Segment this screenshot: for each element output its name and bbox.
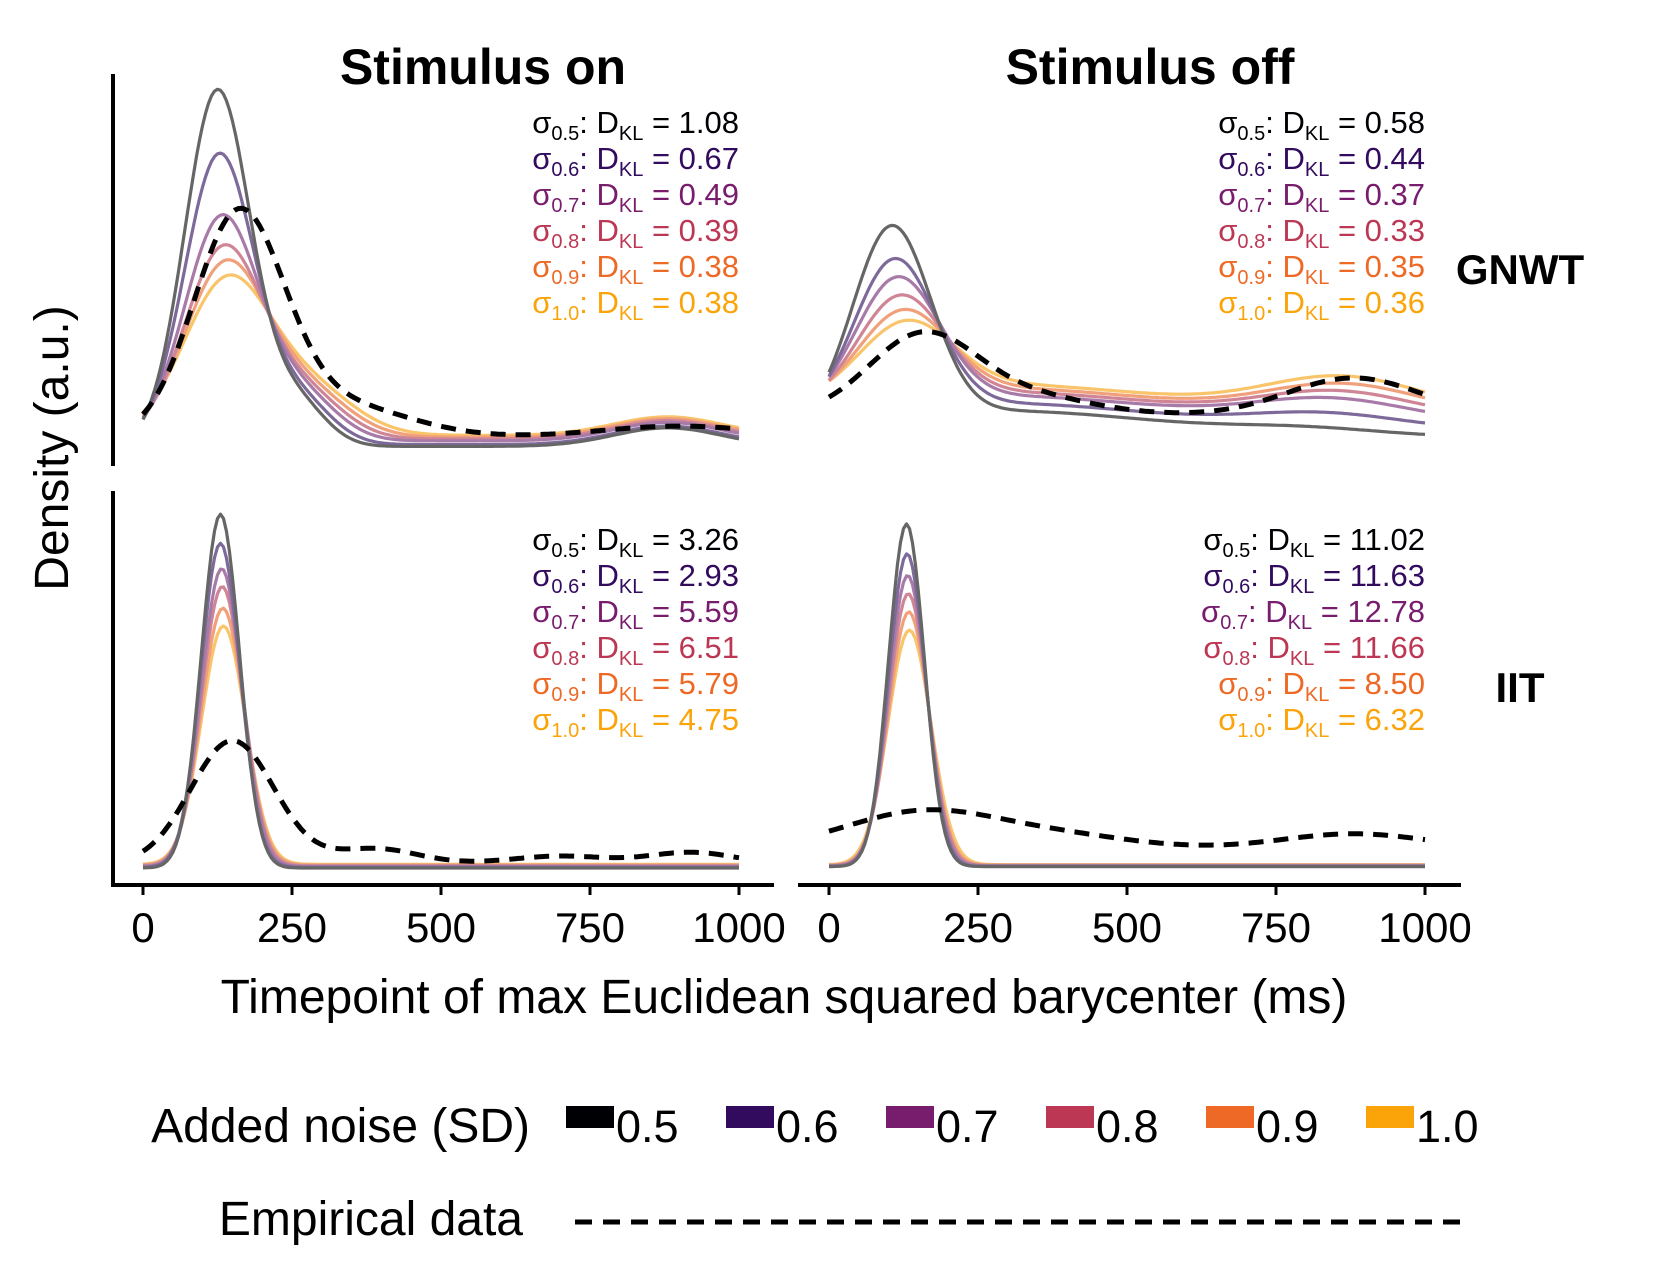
x-tick-label: 750 [1241, 904, 1311, 951]
series-sd-1.0 [141, 273, 740, 437]
series-sd-0.5 [827, 223, 1426, 436]
x-tick-label: 250 [943, 904, 1013, 951]
x-tick-label: 750 [555, 904, 625, 951]
x-tick-label: 250 [257, 904, 327, 951]
legend-label-0.5: 0.5 [616, 1101, 679, 1152]
legend-label-1.0: 1.0 [1416, 1101, 1479, 1152]
dkl-annotation: σ0.6: DKL = 2.93 [532, 558, 739, 598]
x-tick-label: 1000 [692, 904, 785, 951]
dkl-annotation: σ0.8: DKL = 0.33 [1218, 213, 1425, 253]
legend-empirical-label: Empirical data [219, 1193, 523, 1246]
panel-gnwt-stimulus-off [827, 223, 1426, 436]
series-sd-0.5 [142, 512, 739, 870]
legend-swatch-0.6 [726, 1106, 774, 1128]
series-sd-0.6 [141, 151, 740, 447]
dkl-annotation: σ0.7: DKL = 12.78 [1201, 594, 1425, 634]
dkl-annotation: σ0.6: DKL = 11.63 [1203, 558, 1425, 598]
series-sd-0.5 [829, 522, 1425, 869]
dkl-annotation: σ1.0: DKL = 6.32 [1218, 702, 1425, 742]
x-tick-label: 500 [1092, 904, 1162, 951]
dkl-annotation: σ0.9: DKL = 0.38 [532, 249, 739, 289]
dkl-annotation: σ0.5: DKL = 3.26 [532, 522, 739, 562]
dkl-annotation: σ0.7: DKL = 0.37 [1218, 177, 1425, 217]
legend-swatch-0.8 [1046, 1106, 1094, 1128]
x-tick-label: 0 [131, 904, 154, 951]
dkl-annotation: σ0.7: DKL = 0.49 [532, 177, 739, 217]
dkl-annotation: σ0.9: DKL = 5.79 [532, 666, 739, 706]
dkl-annotation: σ0.6: DKL = 0.67 [532, 141, 739, 181]
col-title-stimulus-on: Stimulus on [340, 39, 626, 95]
dkl-annotation: σ0.7: DKL = 5.59 [532, 594, 739, 634]
series-empirical [827, 329, 1426, 416]
series-sd-0.8 [827, 293, 1426, 407]
panel-iit-stimulus-off [828, 522, 1426, 869]
col-title-stimulus-off: Stimulus off [1006, 39, 1295, 95]
legend-swatch-0.9 [1206, 1106, 1254, 1128]
series-sd-0.7 [141, 213, 740, 443]
series-sd-0.9 [141, 258, 740, 439]
dkl-annotation: σ0.9: DKL = 0.35 [1218, 249, 1425, 289]
panel-gnwt-stimulus-on [141, 87, 740, 448]
series-empirical [828, 807, 1426, 848]
dkl-annotation: σ1.0: DKL = 0.36 [1218, 285, 1425, 325]
y-axis-label: Density (a.u.) [26, 305, 79, 590]
dkl-annotation: σ0.6: DKL = 0.44 [1218, 141, 1425, 181]
dkl-annotation: σ0.8: DKL = 11.66 [1203, 630, 1425, 670]
x-tick-label: 1000 [1378, 904, 1471, 951]
dkl-annotation: σ1.0: DKL = 4.75 [532, 702, 739, 742]
dkl-annotation: σ0.5: DKL = 0.58 [1218, 105, 1425, 145]
dkl-annotation: σ0.5: DKL = 1.08 [532, 105, 739, 145]
x-ticks: 0 250 500 750 1000 0 250 500 750 1000 [131, 885, 1472, 951]
dkl-annotation: σ0.8: DKL = 6.51 [532, 630, 739, 670]
dkl-annotation: σ0.8: DKL = 0.39 [532, 213, 739, 253]
series-sd-0.5 [141, 87, 740, 448]
legend-label-0.9: 0.9 [1256, 1101, 1319, 1152]
series-sd-0.9 [827, 307, 1426, 400]
x-tick-label: 500 [406, 904, 476, 951]
legend-label-0.6: 0.6 [776, 1101, 839, 1152]
plot-area [141, 87, 1426, 870]
dkl-annotation: σ1.0: DKL = 0.38 [532, 285, 739, 325]
series-sd-1.0 [828, 318, 1426, 396]
series-sd-0.7 [827, 275, 1426, 413]
legend-label-0.8: 0.8 [1096, 1101, 1159, 1152]
series-sd-0.8 [141, 243, 740, 441]
dkl-annotation: σ0.9: DKL = 8.50 [1218, 666, 1425, 706]
dkl-annotation: σ0.5: DKL = 11.02 [1203, 522, 1425, 562]
series-empirical [141, 738, 740, 864]
legend-swatch-1.0 [1366, 1106, 1414, 1128]
legend-noise-items: 0.5 0.6 0.7 0.8 0.9 1.0 [566, 1101, 1479, 1152]
panel-iit-stimulus-on [141, 512, 740, 870]
row-label-iit: IIT [1496, 664, 1545, 711]
x-tick-label: 0 [817, 904, 840, 951]
legend-swatch-0.5 [566, 1106, 614, 1128]
legend-noise-title: Added noise (SD) [151, 1100, 530, 1153]
x-axis-label: Timepoint of max Euclidean squared baryc… [221, 971, 1348, 1024]
series-empirical [141, 205, 740, 438]
legend-swatch-0.7 [886, 1106, 934, 1128]
legend-label-0.7: 0.7 [936, 1101, 999, 1152]
row-label-gnwt: GNWT [1456, 246, 1585, 293]
